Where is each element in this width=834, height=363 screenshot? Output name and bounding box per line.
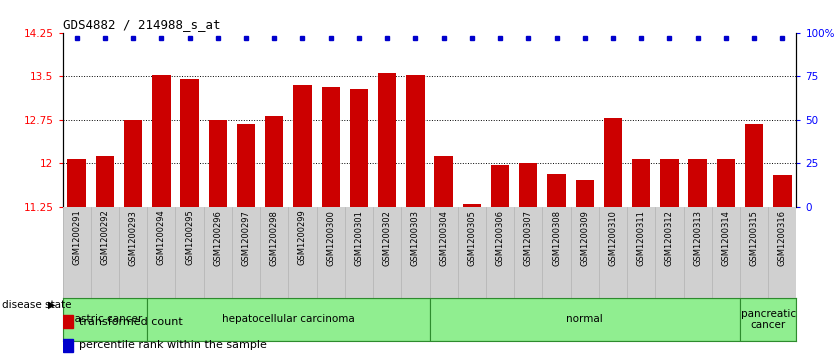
Bar (519, 163, 537, 207)
Bar (148, 298, 430, 341)
Bar (68, 159, 86, 207)
Text: disease state: disease state (2, 300, 71, 310)
Text: GSM1200291: GSM1200291 (73, 209, 81, 265)
Text: GDS4882 / 214988_s_at: GDS4882 / 214988_s_at (63, 19, 220, 32)
Bar (632, 159, 651, 207)
Text: GSM1200303: GSM1200303 (411, 209, 420, 266)
Text: GSM1200316: GSM1200316 (778, 209, 786, 266)
Text: GSM1200300: GSM1200300 (326, 209, 335, 265)
Text: GSM1200315: GSM1200315 (750, 209, 759, 265)
Text: GSM1200304: GSM1200304 (440, 209, 448, 265)
Bar (406, 75, 425, 207)
Text: percentile rank within the sample: percentile rank within the sample (78, 340, 267, 350)
Text: GSM1200309: GSM1200309 (580, 209, 590, 265)
Bar (689, 159, 707, 207)
Bar (435, 156, 453, 207)
Text: gastric cancer: gastric cancer (68, 314, 142, 325)
Bar (124, 120, 143, 207)
Bar (661, 159, 679, 207)
Text: GSM1200311: GSM1200311 (636, 209, 646, 265)
Bar (237, 124, 255, 207)
Bar (604, 118, 622, 207)
Text: GSM1200295: GSM1200295 (185, 209, 194, 265)
Bar (294, 85, 312, 207)
Text: transformed count: transformed count (78, 317, 183, 327)
Text: GSM1200297: GSM1200297 (242, 209, 250, 265)
Text: normal: normal (566, 314, 603, 325)
Bar (716, 159, 735, 207)
Bar (180, 79, 198, 207)
Bar (547, 174, 565, 207)
Bar (322, 87, 340, 207)
Bar (63, 298, 148, 341)
Text: GSM1200306: GSM1200306 (495, 209, 505, 266)
Text: hepatocellular carcinoma: hepatocellular carcinoma (222, 314, 354, 325)
Text: GSM1200298: GSM1200298 (269, 209, 279, 265)
Text: GSM1200292: GSM1200292 (100, 209, 109, 265)
Text: GSM1200301: GSM1200301 (354, 209, 364, 265)
Text: GSM1200308: GSM1200308 (552, 209, 561, 266)
Text: ▶: ▶ (48, 300, 56, 310)
Bar (491, 165, 510, 207)
Text: GSM1200305: GSM1200305 (467, 209, 476, 265)
Bar (63, 315, 73, 329)
Text: GSM1200294: GSM1200294 (157, 209, 166, 265)
Bar (773, 175, 791, 207)
Text: GSM1200302: GSM1200302 (383, 209, 392, 265)
Text: GSM1200296: GSM1200296 (214, 209, 223, 265)
Bar (745, 124, 763, 207)
Bar (265, 116, 284, 207)
Bar (96, 156, 114, 207)
Text: pancreatic
cancer: pancreatic cancer (741, 309, 796, 330)
Bar (430, 298, 740, 341)
Bar (378, 73, 396, 207)
Text: GSM1200299: GSM1200299 (298, 209, 307, 265)
Bar (152, 75, 170, 207)
Text: GSM1200293: GSM1200293 (128, 209, 138, 265)
Text: GSM1200313: GSM1200313 (693, 209, 702, 266)
Bar (463, 204, 481, 207)
Text: GSM1200312: GSM1200312 (665, 209, 674, 265)
Bar (349, 89, 368, 207)
Bar (575, 180, 594, 207)
Bar (740, 298, 796, 341)
Text: GSM1200310: GSM1200310 (609, 209, 617, 265)
Text: GSM1200307: GSM1200307 (524, 209, 533, 266)
Text: GSM1200314: GSM1200314 (721, 209, 731, 265)
Bar (208, 120, 227, 207)
Bar (63, 339, 73, 352)
